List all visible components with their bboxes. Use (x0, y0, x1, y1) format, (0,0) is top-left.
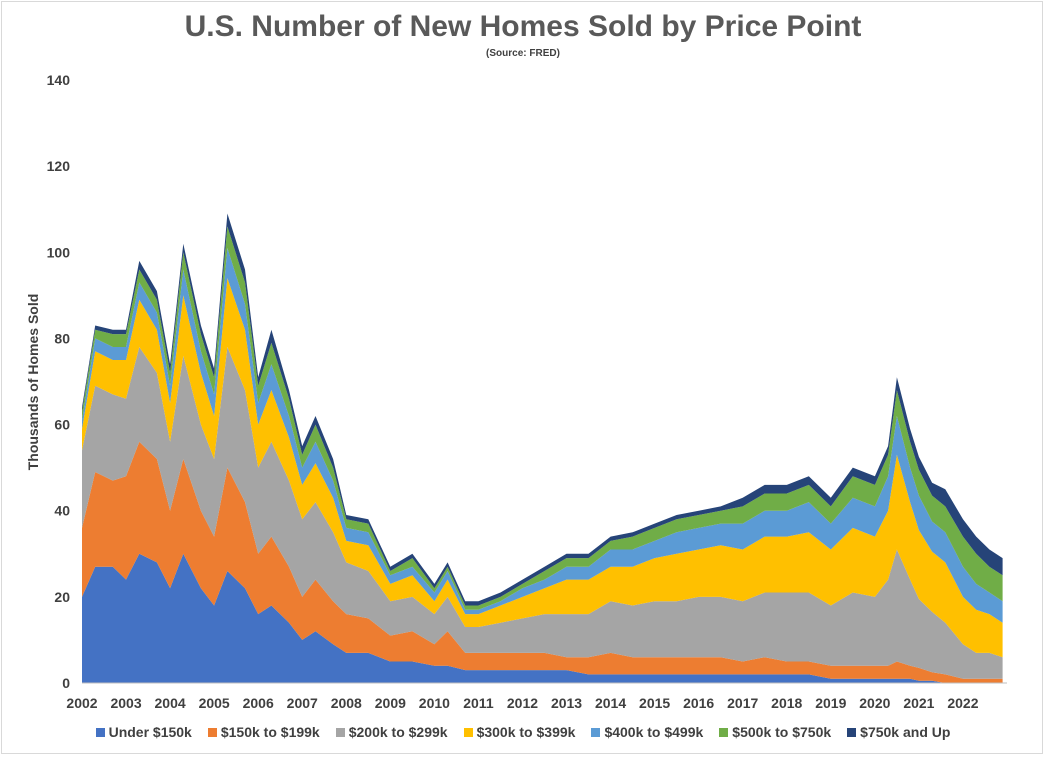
x-tick-label: 2022 (947, 695, 978, 711)
legend-item: $750k and Up (847, 724, 950, 740)
y-tick-label: 80 (54, 330, 70, 346)
legend-label: $400k to $499k (604, 724, 704, 740)
x-tick-label: 2013 (551, 695, 582, 711)
area-series-2 (82, 347, 1003, 679)
legend-label: $750k and Up (860, 724, 951, 740)
chart-legend: Under $150k $150k to $199k $200k to $299k $… (0, 724, 1046, 740)
legend-label: Under $150k (108, 724, 192, 740)
x-tick-label: 2016 (683, 695, 714, 711)
area-series-0 (82, 553, 1003, 683)
area-series-1 (82, 441, 1003, 683)
legend-swatch (207, 727, 217, 737)
legend-label: $500k to $750k (732, 724, 832, 740)
y-tick-label: 100 (47, 244, 71, 260)
legend-swatch (719, 727, 729, 737)
y-tick-label: 120 (47, 158, 71, 174)
legend-item: $300k to $399k (463, 724, 576, 740)
area-series-3 (82, 278, 1003, 658)
x-tick-label: 2003 (110, 695, 141, 711)
legend-item: $400k to $499k (591, 724, 703, 740)
legend-item: $200k to $299k (335, 724, 448, 740)
chart-title: U.S. Number of New Homes Sold by Price P… (184, 10, 862, 43)
y-tick-label: 140 (47, 72, 71, 88)
x-tick-label: 2007 (287, 695, 318, 711)
legend-label: $200k to $299k (348, 724, 448, 740)
legend-label: $300k to $399k (476, 724, 576, 740)
x-tick-label: 2006 (243, 695, 274, 711)
legend-swatch (847, 727, 857, 737)
x-tick-label: 2018 (771, 695, 802, 711)
x-tick-label: 2019 (815, 695, 846, 711)
x-tick-label: 2021 (903, 695, 934, 711)
legend-item: $500k to $750k (719, 724, 831, 740)
x-tick-label: 2020 (859, 695, 890, 711)
x-tick-label: 2010 (419, 695, 450, 711)
y-tick-label: 60 (54, 417, 70, 433)
x-tick-label: 2005 (199, 695, 230, 711)
x-tick-label: 2011 (463, 695, 494, 711)
x-tick-label: 2014 (595, 695, 626, 711)
chart-subtitle: (Source: FRED) (486, 48, 560, 59)
y-tick-label: 40 (54, 503, 70, 519)
legend-swatch (335, 727, 345, 737)
x-tick-label: 2017 (727, 695, 758, 711)
y-tick-label: 0 (62, 675, 70, 691)
x-tick-label: 2012 (507, 695, 538, 711)
x-tick-label: 2002 (66, 695, 97, 711)
legend-swatch (591, 727, 601, 737)
x-tick-label: 2004 (155, 695, 186, 711)
x-tick-label: 2015 (639, 695, 670, 711)
x-tick-label: 2009 (375, 695, 406, 711)
legend-item: Under $150k (95, 724, 192, 740)
legend-label: $150k to $199k (220, 724, 320, 740)
legend-swatch (95, 727, 105, 737)
area-series-4 (82, 248, 1003, 623)
x-tick-label: 2008 (331, 695, 362, 711)
legend-item: $150k to $199k (207, 724, 320, 740)
legend-swatch (463, 727, 473, 737)
y-tick-label: 20 (54, 589, 70, 605)
